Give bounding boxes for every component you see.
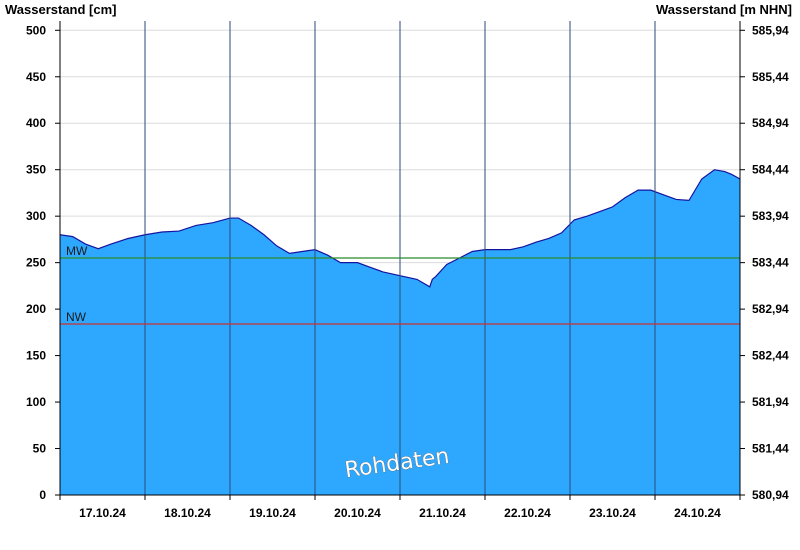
axes [55, 21, 745, 500]
left-tick-labels: 0 50 100 150 200 250 300 350 400 450 500 [26, 23, 46, 502]
right-tick-label: 583,94 [752, 209, 789, 223]
left-tick-label: 450 [26, 70, 46, 84]
right-tick-label: 585,44 [752, 70, 789, 84]
x-tick-label: 19.10.24 [249, 506, 296, 520]
left-tick-label: 50 [33, 442, 47, 456]
left-tick-label: 400 [26, 116, 46, 130]
left-tick-label: 200 [26, 302, 46, 316]
left-axis-title: Wasserstand [cm] [5, 2, 117, 17]
x-tick-label: 21.10.24 [419, 506, 466, 520]
x-tick-label: 18.10.24 [164, 506, 211, 520]
reference-lines: MW NW [60, 244, 740, 325]
right-tick-label: 581,94 [752, 395, 789, 409]
right-tick-label: 584,44 [752, 163, 789, 177]
right-tick-labels: 580,94 581,44 581,94 582,44 582,94 583,44 583,… [752, 23, 789, 502]
x-tick-label: 20.10.24 [334, 506, 381, 520]
right-tick-label: 583,44 [752, 256, 789, 270]
right-axis-title: Wasserstand [m NHN] [656, 2, 792, 17]
x-tick-labels: 17.10.24 18.10.24 19.10.24 20.10.24 21.10.24… [79, 506, 721, 520]
right-tick-label: 581,44 [752, 442, 789, 456]
right-tick-label: 582,44 [752, 349, 789, 363]
left-tick-label: 500 [26, 23, 46, 37]
ref-label-mw: MW [66, 244, 88, 258]
x-tick-label: 17.10.24 [79, 506, 126, 520]
left-tick-label: 350 [26, 163, 46, 177]
x-tick-label: 22.10.24 [504, 506, 551, 520]
ref-label-nw: NW [66, 310, 87, 324]
left-tick-label: 300 [26, 209, 46, 223]
right-tick-label: 582,94 [752, 302, 789, 316]
x-tick-label: 24.10.24 [674, 506, 721, 520]
right-tick-label: 584,94 [752, 116, 789, 130]
series-line-0 [59, 169, 741, 288]
right-tick-label: 585,94 [752, 23, 789, 37]
left-tick-label: 100 [26, 395, 46, 409]
left-tick-label: 250 [26, 256, 46, 270]
left-tick-label: 150 [26, 349, 46, 363]
x-tick-label: 23.10.24 [589, 506, 636, 520]
right-tick-label: 580,94 [752, 488, 789, 502]
left-tick-label: 0 [39, 488, 46, 502]
